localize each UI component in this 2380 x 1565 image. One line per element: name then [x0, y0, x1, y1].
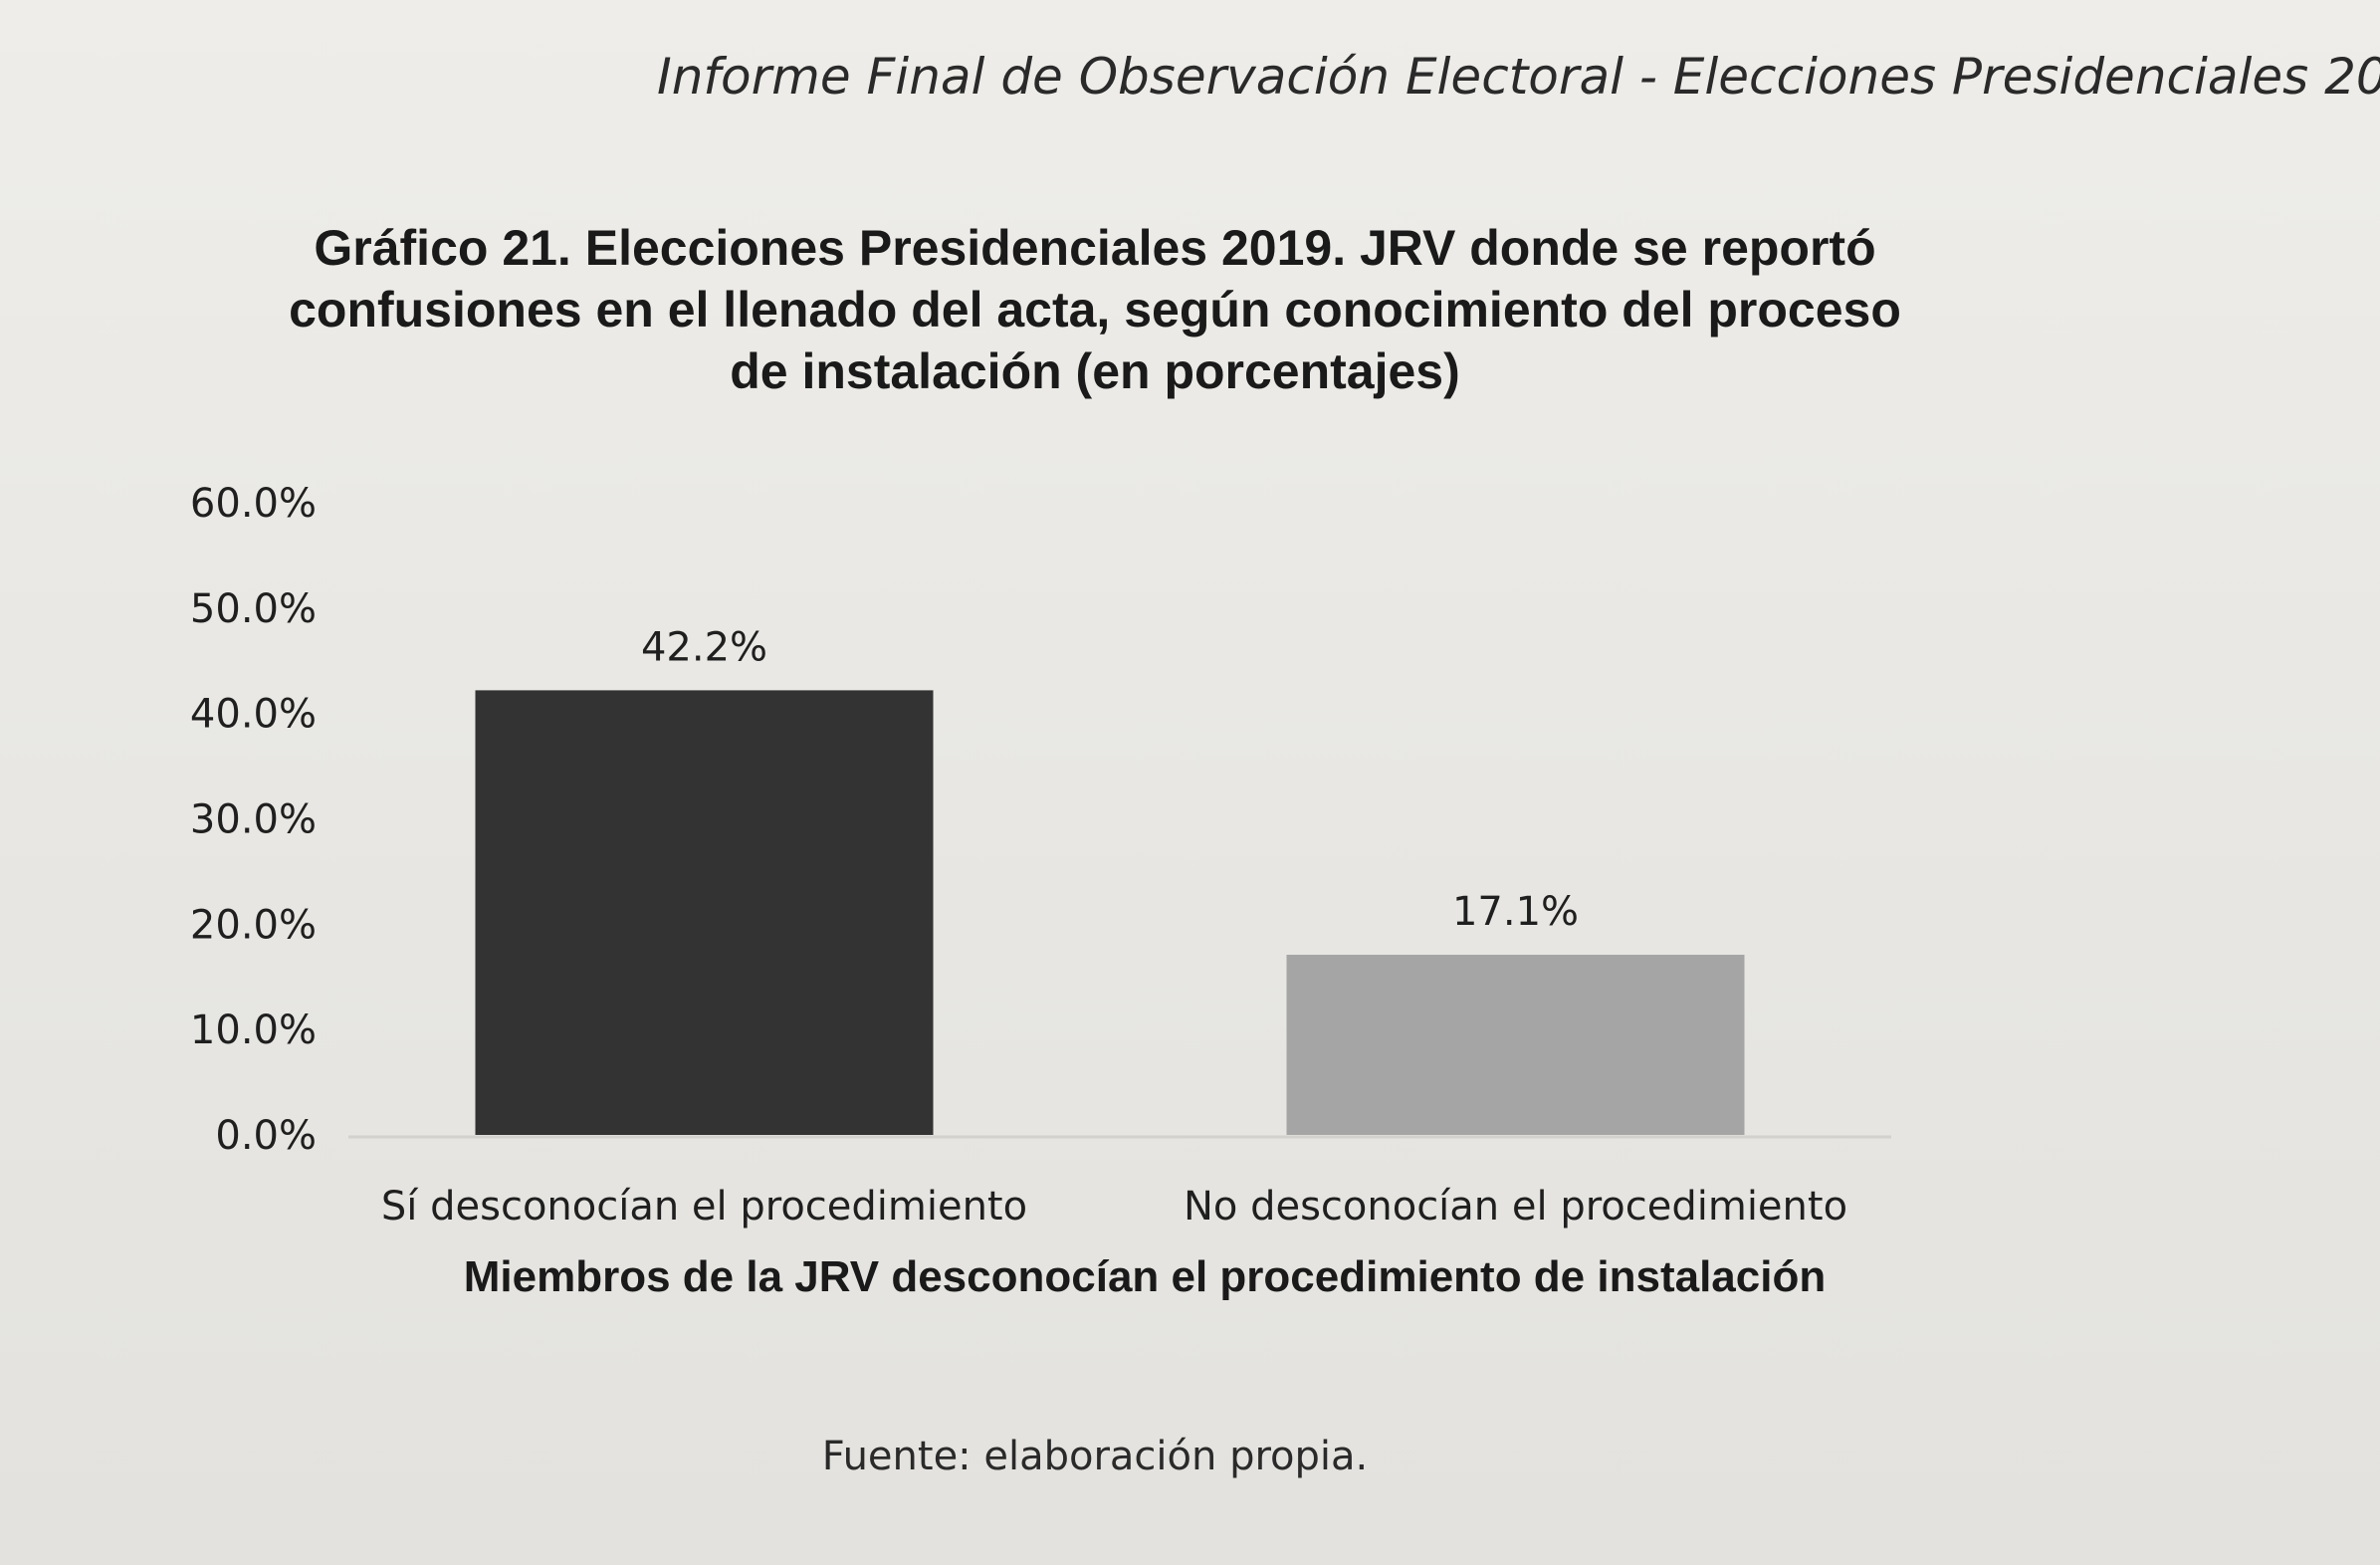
y-tick-label: 60.0% [190, 481, 317, 527]
y-axis-ticks: 0.0% 10.0% 20.0% 30.0% 40.0% 50.0% 60.0% [190, 481, 317, 1159]
bars [475, 690, 1745, 1135]
chart-title-line-2: confusiones en el llenado del acta, segú… [289, 282, 1901, 337]
y-tick-label: 0.0% [215, 1113, 317, 1159]
bar-2 [1286, 955, 1745, 1135]
category-labels: Sí desconocían el procedimiento No descon… [381, 1184, 1847, 1230]
chart-title-line-1: Gráfico 21. Elecciones Presidenciales 20… [314, 220, 1876, 276]
category-label-1: Sí desconocían el procedimiento [381, 1184, 1027, 1230]
y-tick-label: 40.0% [190, 692, 317, 738]
data-label-1: 42.2% [641, 624, 767, 670]
running-header: Informe Final de Observación Electoral -… [657, 48, 2380, 106]
y-tick-label: 30.0% [190, 797, 317, 843]
y-tick-label: 50.0% [190, 586, 317, 632]
chart-title-line-3: de instalación (en porcentajes) [730, 343, 1460, 399]
bar-1 [475, 690, 934, 1135]
category-label-2: No desconocían el procedimiento [1184, 1184, 1847, 1230]
x-axis-title: Miembros de la JRV desconocían el proced… [464, 1252, 1826, 1301]
chart-title: Gráfico 21. Elecciones Presidenciales 20… [239, 217, 1951, 402]
y-tick-label: 20.0% [190, 902, 317, 948]
y-tick-label: 10.0% [190, 1007, 317, 1053]
source-note: Fuente: elaboración propia. [821, 1434, 1369, 1479]
data-label-2: 17.1% [1452, 889, 1579, 935]
data-labels: 42.2% 17.1% [641, 624, 1579, 935]
